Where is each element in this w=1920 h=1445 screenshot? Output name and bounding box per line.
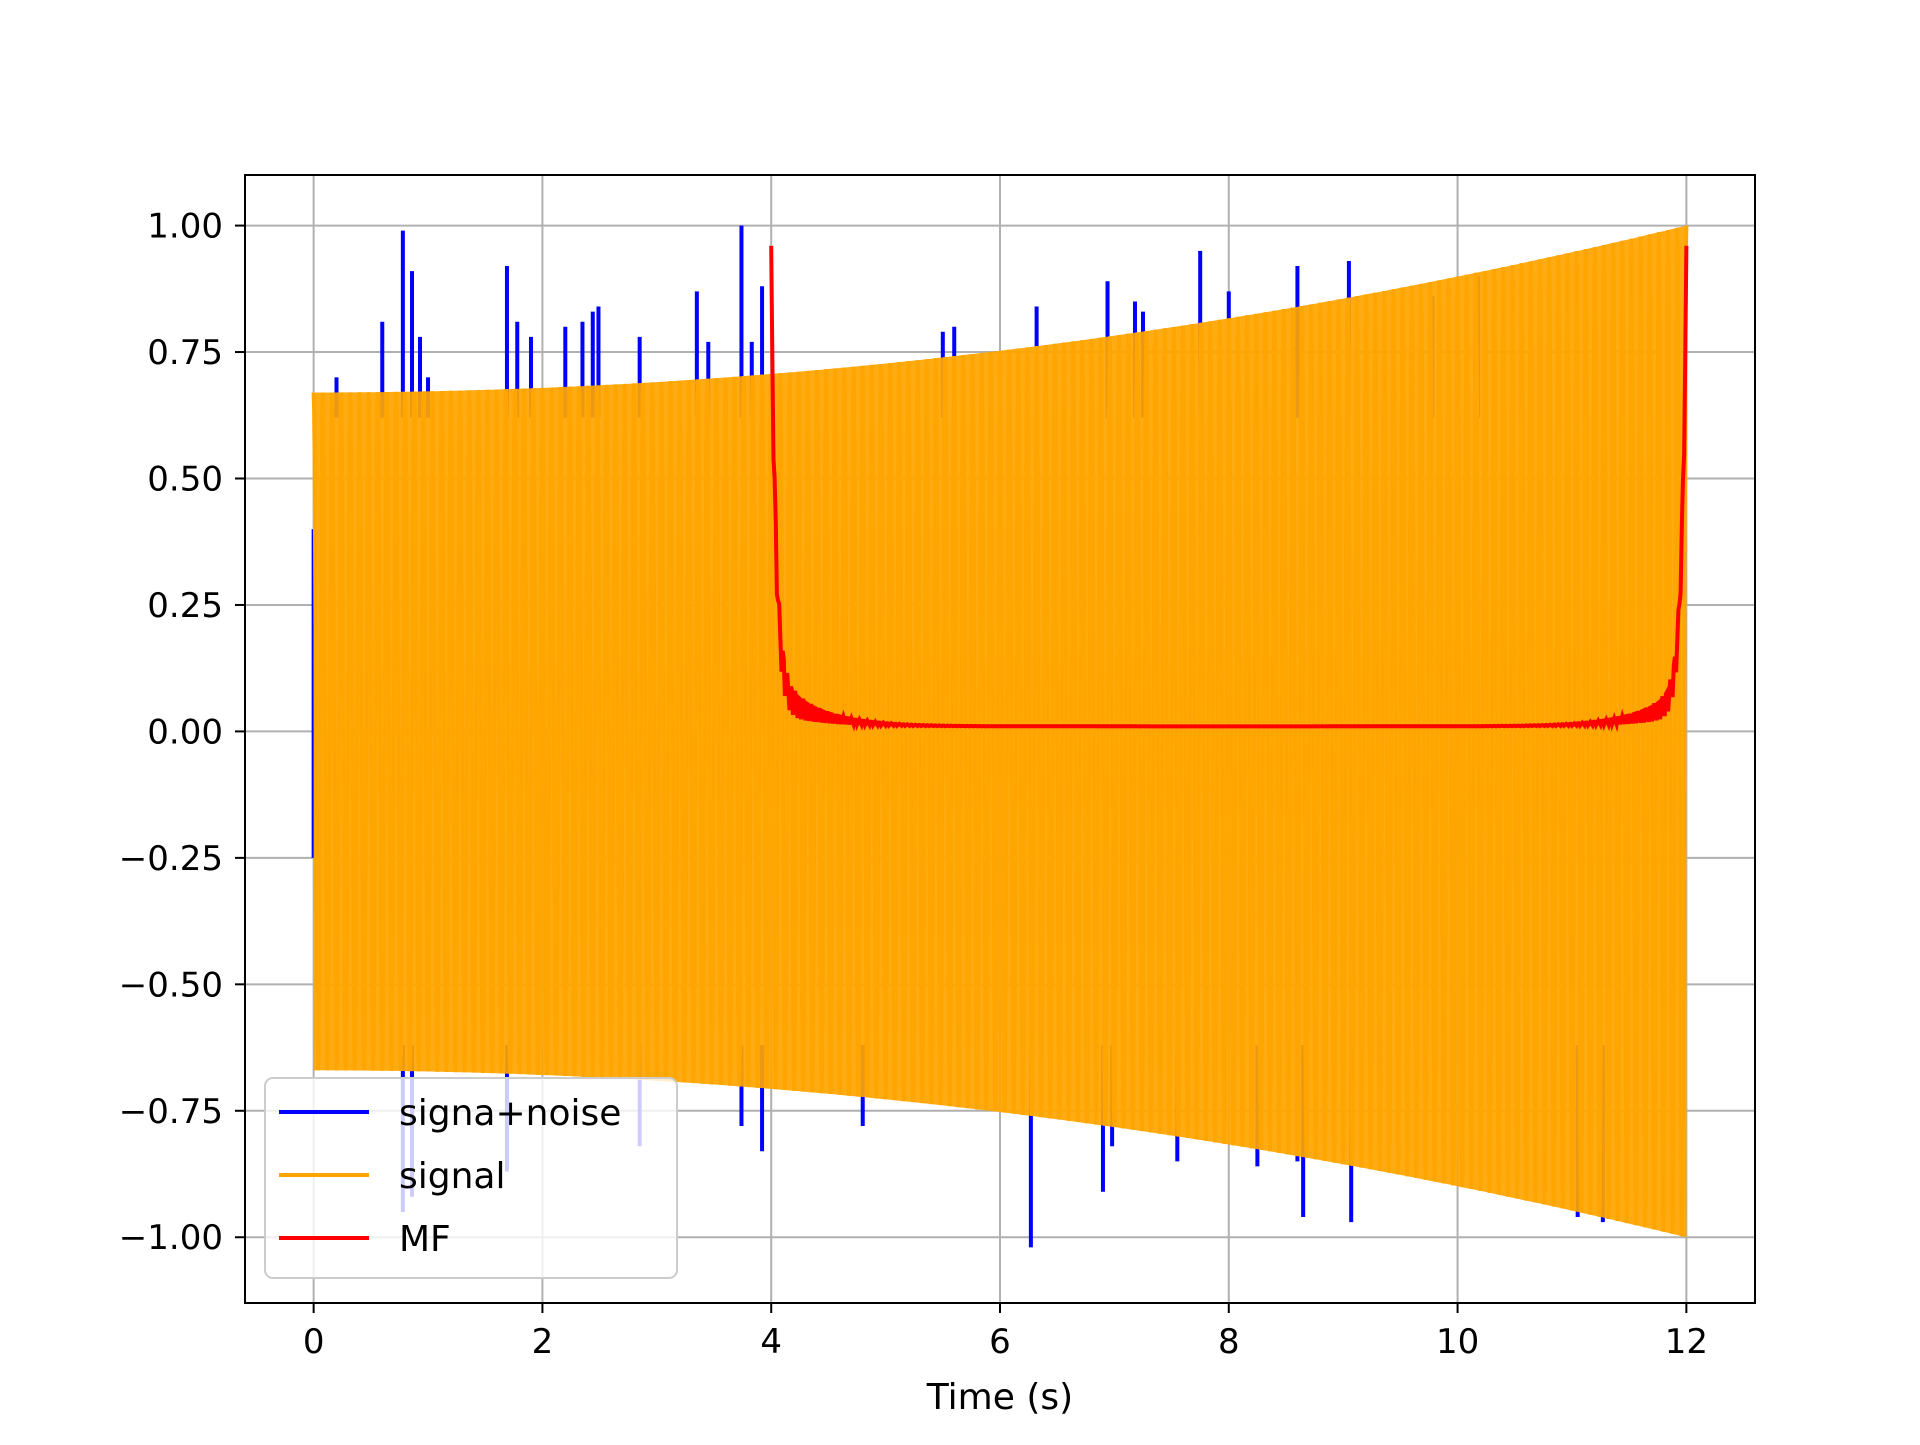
mf-line: [769, 245, 1689, 733]
x-tick-label: 10: [1436, 1322, 1479, 1362]
legend-box: [264, 1077, 678, 1279]
y-tick-label: 0.25: [147, 586, 223, 626]
y-tick-label: −0.75: [119, 1092, 223, 1132]
x-tick-label: 8: [1218, 1322, 1240, 1362]
y-tick-label: 0.50: [147, 459, 223, 499]
legend: signa+noise signal MF: [264, 1077, 678, 1279]
y-tick-label: 0.00: [147, 712, 223, 752]
y-tick-label: 1.00: [147, 207, 223, 247]
y-tick-label: −0.50: [119, 965, 223, 1005]
axes: 0 2 4 6 8 10 12 1.00 0.75 0.50 0.25 0.00 −0.25 −0.50 −…: [119, 174, 1756, 1362]
signal-envelope: [313, 225, 1687, 1238]
y-tick-label: −1.00: [119, 1218, 223, 1258]
plot-area: [311, 225, 1689, 1248]
x-tick-label: 12: [1665, 1322, 1708, 1362]
legend-label: signal: [399, 1156, 506, 1197]
y-tick-label: −0.25: [119, 839, 223, 879]
x-axis-label: Time (s): [926, 1377, 1073, 1418]
legend-label: MF: [399, 1219, 451, 1260]
x-tick-label: 0: [303, 1322, 325, 1362]
y-tick-label: 0.75: [147, 333, 223, 373]
x-tick-label: 6: [989, 1322, 1011, 1362]
x-tick-label: 2: [532, 1322, 554, 1362]
legend-label: signa+noise: [399, 1093, 621, 1134]
x-tick-label: 4: [760, 1322, 782, 1362]
